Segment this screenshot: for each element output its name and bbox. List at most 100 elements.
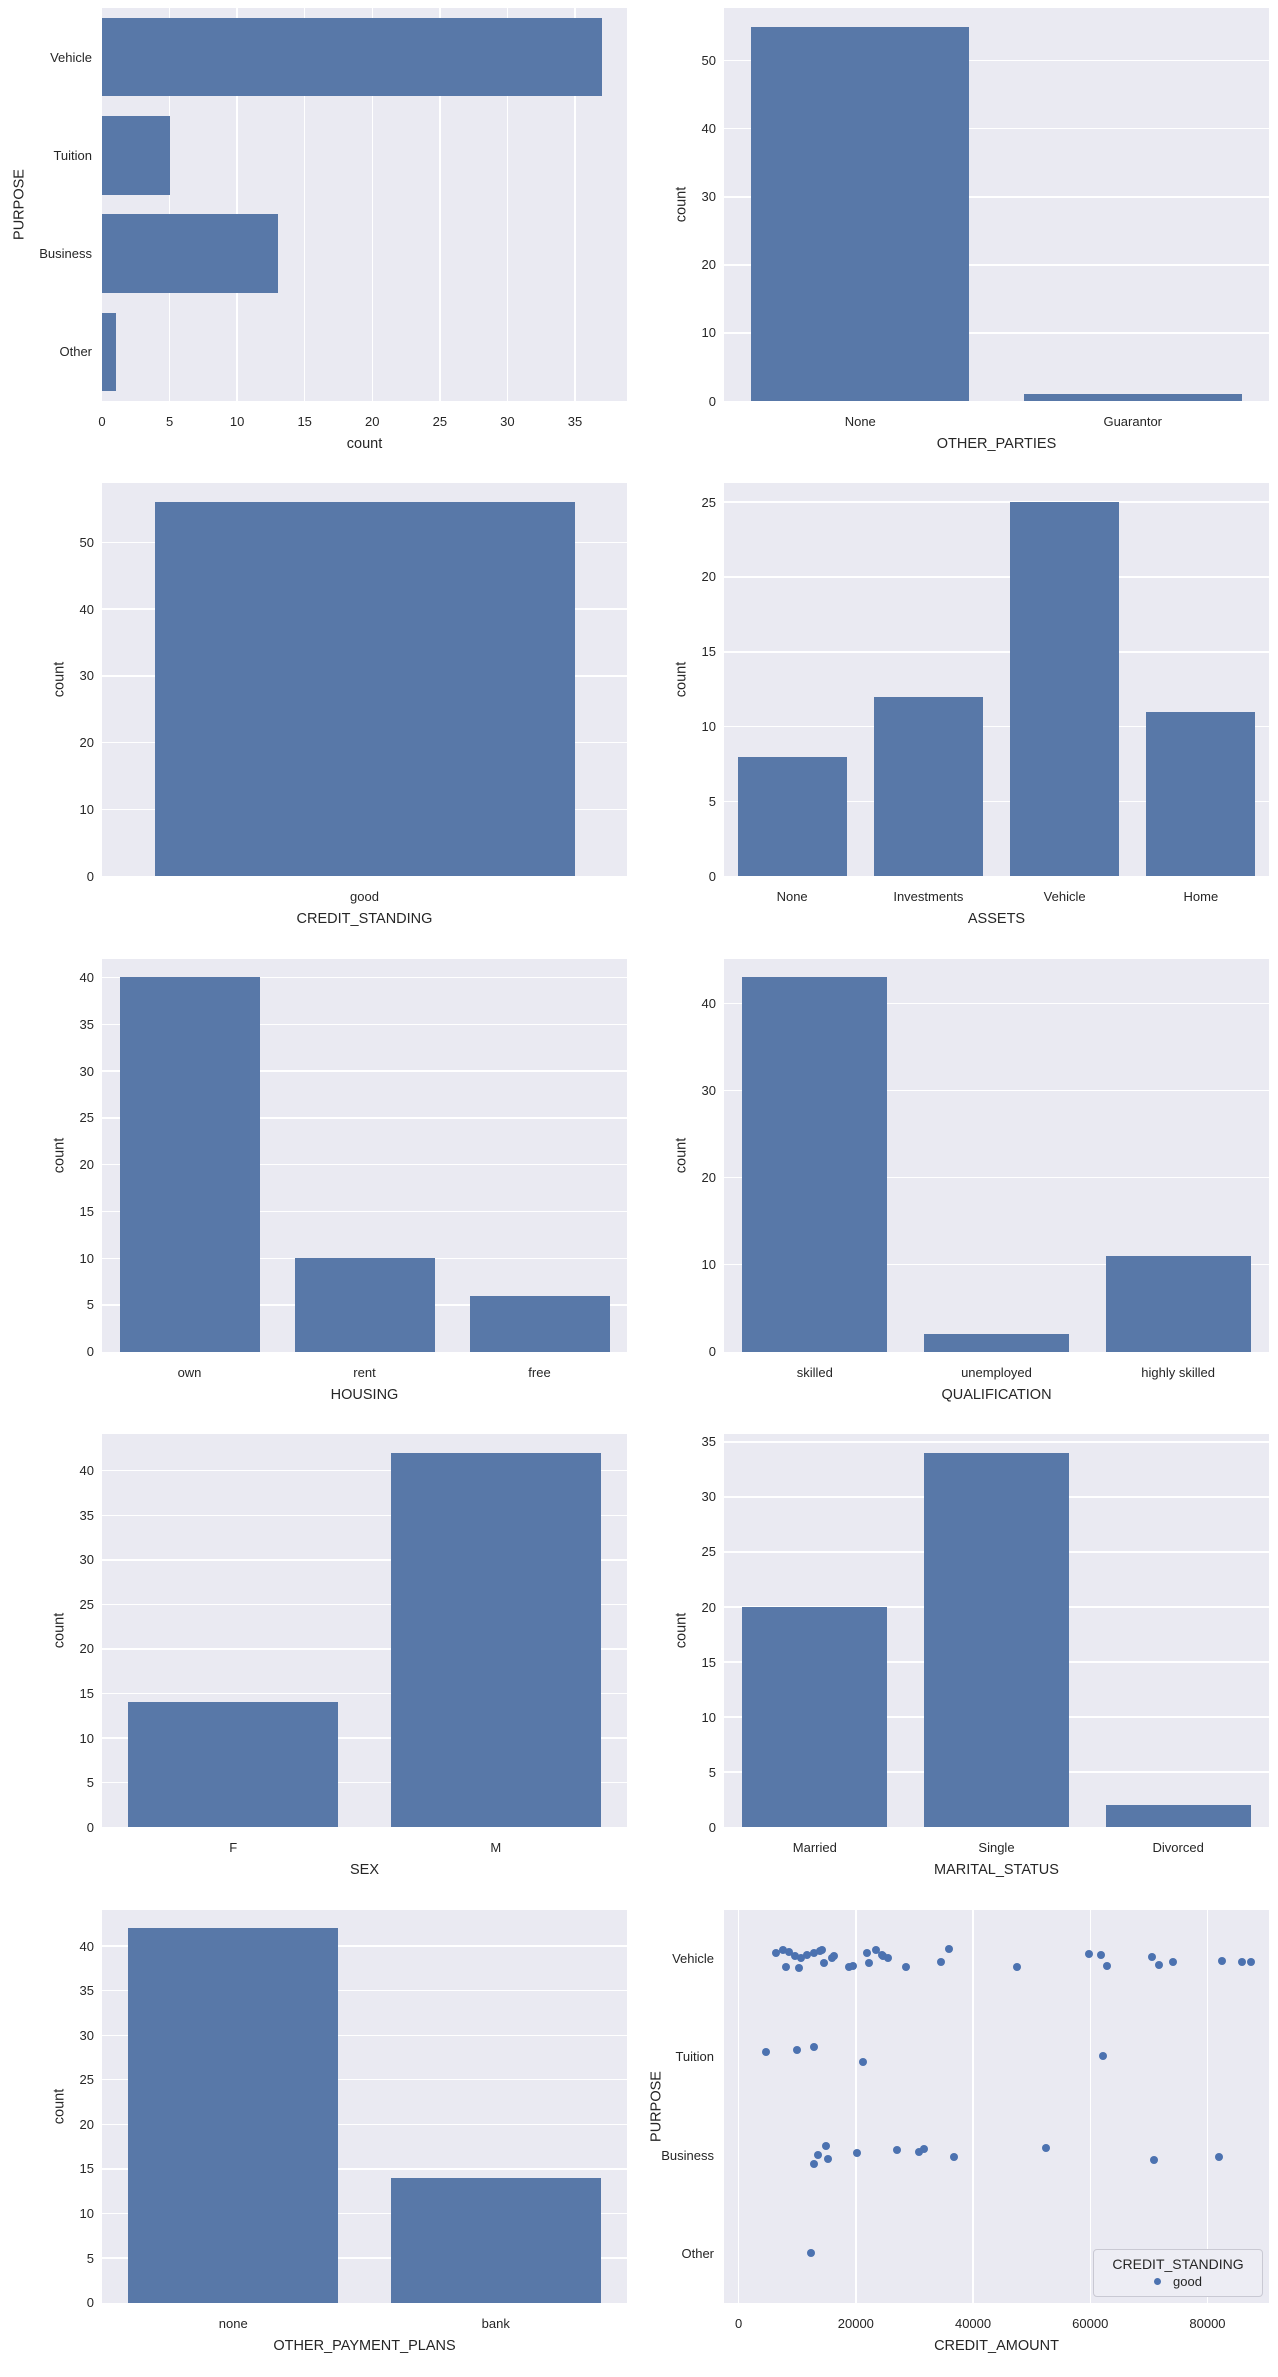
y-axis-label: count <box>673 1612 690 1649</box>
data-point <box>779 1945 788 1954</box>
y-tick-label: 15 <box>701 644 716 660</box>
category-label: Married <box>792 1840 837 1856</box>
y-tick-label: 20 <box>701 257 716 273</box>
x-axis-label: CREDIT_STANDING <box>296 911 433 928</box>
gridline <box>102 2212 627 2215</box>
gridline <box>439 8 441 401</box>
data-point <box>1013 1962 1021 1971</box>
chart-other-payment-plans: 0 5 10 15 20 25 30 35 40 none bank OTHER_PAYMENT_PL… <box>0 1902 639 2377</box>
category-label: Guarantor <box>1103 414 1163 429</box>
x-tick-label: 60000 <box>1072 2315 1109 2331</box>
gridline <box>724 1176 1269 1179</box>
y-tick-label: 20 <box>79 1641 94 1657</box>
chart-purpose: 0 5 10 15 20 25 30 35 Vehicle Tuition Business Othe… <box>0 0 639 475</box>
gridline <box>972 1909 974 2303</box>
gridline <box>102 976 627 979</box>
y-axis-label: count <box>673 662 690 698</box>
y-tick-label: 10 <box>701 1709 716 1725</box>
y-tick-label: 10 <box>79 802 94 818</box>
gridline <box>236 8 238 401</box>
bar <box>154 502 575 877</box>
y-tick-label: 10 <box>79 1730 94 1746</box>
gridline <box>1089 1909 1091 2303</box>
gridline <box>724 60 1269 62</box>
gridline <box>855 1909 857 2303</box>
bar <box>102 214 278 293</box>
data-point <box>1168 1957 1177 1966</box>
category-label: Single <box>978 1840 1015 1856</box>
bar <box>923 1334 1070 1352</box>
x-axis-label: HOUSING <box>330 1386 399 1403</box>
category-label: Business <box>39 246 92 262</box>
y-tick-label: 30 <box>79 1063 94 1079</box>
data-point <box>853 2149 862 2158</box>
category-label: Investments <box>893 889 964 905</box>
data-point <box>1147 1952 1156 1961</box>
data-point <box>830 1951 839 1960</box>
y-tick-label: 40 <box>701 996 716 1012</box>
x-tick-label: 35 <box>567 414 583 429</box>
y-tick-label: 5 <box>86 1775 94 1791</box>
data-point <box>844 1962 853 1971</box>
x-axis-label: QUALIFICATION <box>941 1386 1052 1403</box>
y-tick-label: 15 <box>701 1654 716 1670</box>
gridline <box>102 1117 627 1119</box>
bar <box>102 116 170 195</box>
y-tick-label: 5 <box>708 794 716 810</box>
bar <box>390 1452 601 1828</box>
y-tick-label: 40 <box>701 121 716 137</box>
y-tick-label: 10 <box>701 719 716 735</box>
y-axis-label: count <box>673 1137 690 1174</box>
bar <box>1010 502 1120 877</box>
gridline <box>304 8 306 401</box>
data-point <box>781 1962 790 1971</box>
y-tick-label: 10 <box>79 2205 94 2221</box>
y-tick-label: 10 <box>701 1257 716 1273</box>
y-tick-label: 15 <box>79 2161 94 2177</box>
bar <box>923 1452 1070 1828</box>
gridline <box>724 1264 1269 1266</box>
data-point <box>1103 1961 1112 1970</box>
legend-item-label: good <box>1173 2274 1202 2290</box>
bar <box>119 977 260 1352</box>
category-label: Other <box>59 344 92 360</box>
category-label: F <box>229 1840 238 1856</box>
x-tick-label: 25 <box>432 414 448 429</box>
y-tick-label: 30 <box>701 1489 716 1505</box>
y-axis-label: count <box>51 1612 68 1649</box>
category-label: Other <box>681 2245 714 2261</box>
bar <box>128 1928 339 2303</box>
data-point <box>810 1948 819 1957</box>
data-point <box>1218 1956 1227 1965</box>
y-tick-label: 15 <box>79 1203 94 1219</box>
gridline <box>102 1163 627 1166</box>
x-tick-label: 20 <box>365 414 380 429</box>
gridline <box>102 2079 627 2081</box>
y-tick-label: 30 <box>79 2027 94 2043</box>
category-label: rent <box>353 1364 376 1380</box>
x-tick-label: 20000 <box>837 2315 874 2331</box>
gridline <box>724 332 1269 334</box>
gridline <box>724 264 1269 266</box>
bar <box>742 1607 888 1828</box>
category-label: None <box>776 889 808 905</box>
gridline <box>102 1989 627 1992</box>
y-tick-label: 25 <box>701 1544 716 1560</box>
data-point <box>848 1961 857 1970</box>
data-point <box>858 2057 867 2066</box>
data-point <box>817 1945 826 1954</box>
data-point <box>820 1958 829 1967</box>
category-label: M <box>490 1840 502 1856</box>
x-tick-label: 80000 <box>1189 2315 1226 2331</box>
data-point <box>824 2155 833 2164</box>
gridline <box>102 1070 627 1072</box>
data-point <box>785 1947 794 1956</box>
x-tick-label: 15 <box>297 414 312 429</box>
gridline <box>102 1692 627 1695</box>
chart-assets: 0 5 10 15 20 25 None Investments Vehicle Home ASSE… <box>639 475 1278 950</box>
data-point <box>810 2160 819 2169</box>
y-axis-label: count <box>51 2088 68 2124</box>
y-tick-label: 50 <box>79 534 94 550</box>
data-point <box>1097 1950 1106 1959</box>
x-tick-label: 0 <box>735 2315 743 2331</box>
